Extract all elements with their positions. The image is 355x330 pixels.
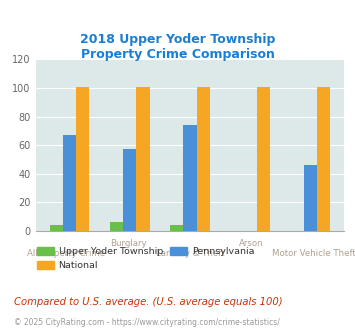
Bar: [317, 86, 330, 231]
Text: Burglary: Burglary: [110, 239, 147, 248]
Bar: [63, 135, 76, 231]
Bar: [197, 86, 210, 231]
Bar: [76, 86, 89, 231]
Bar: [183, 125, 197, 231]
Text: Arson: Arson: [239, 239, 264, 248]
Bar: [136, 86, 149, 231]
Text: Motor Vehicle Theft: Motor Vehicle Theft: [272, 249, 355, 258]
Text: Larceny & Theft: Larceny & Theft: [155, 249, 224, 258]
Text: © 2025 CityRating.com - https://www.cityrating.com/crime-statistics/: © 2025 CityRating.com - https://www.city…: [14, 318, 280, 327]
Text: All Property Crime: All Property Crime: [27, 249, 105, 258]
Bar: [257, 86, 270, 231]
Bar: [304, 165, 317, 231]
Bar: [170, 225, 183, 231]
Text: 2018 Upper Yoder Township
Property Crime Comparison: 2018 Upper Yoder Township Property Crime…: [80, 33, 275, 61]
Bar: [110, 222, 123, 231]
Text: Compared to U.S. average. (U.S. average equals 100): Compared to U.S. average. (U.S. average …: [14, 297, 283, 307]
Bar: [50, 225, 63, 231]
Legend: Upper Yoder Township, National, Pennsylvania: Upper Yoder Township, National, Pennsylv…: [33, 244, 258, 274]
Bar: [123, 149, 136, 231]
